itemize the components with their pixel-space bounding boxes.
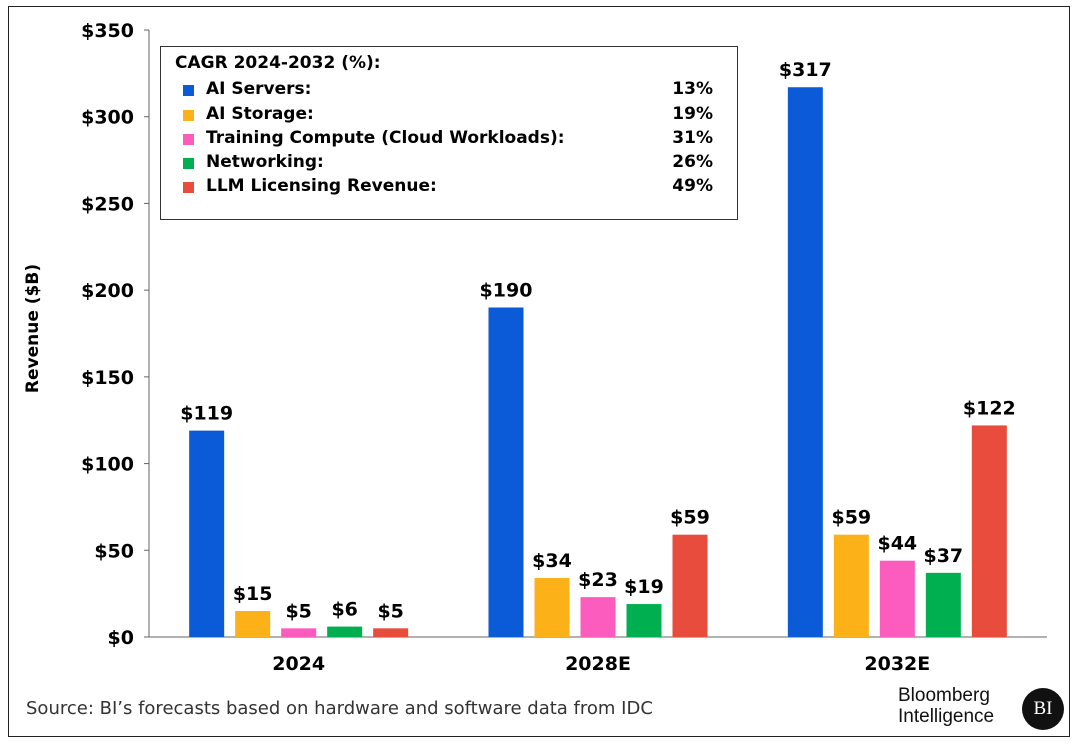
legend-label: AI Servers:	[206, 79, 312, 99]
y-tick-label: $250	[81, 193, 134, 215]
y-tick-label: $50	[94, 540, 134, 562]
legend-title: CAGR 2024-2032 (%):	[175, 53, 381, 73]
data-label: $5	[377, 600, 403, 622]
data-label: $44	[877, 533, 917, 555]
bar	[787, 87, 823, 637]
legend-value: 49%	[672, 176, 713, 196]
legend-label: Networking:	[206, 152, 324, 172]
cagr-legend: CAGR 2024-2032 (%): AI Servers: 13% AI S…	[160, 46, 738, 220]
y-tick-label: $350	[81, 20, 134, 42]
legend-swatch-ai-servers	[183, 85, 194, 96]
y-tick-label: $100	[81, 454, 134, 476]
bar	[327, 626, 363, 637]
legend-item-training-compute: Training Compute (Cloud Workloads): 31%	[183, 128, 713, 152]
bar	[879, 560, 915, 637]
data-label: $119	[180, 403, 233, 425]
legend-label: LLM Licensing Revenue:	[206, 176, 437, 196]
y-tick-label: $200	[81, 280, 134, 302]
bi-logo-icon: BI	[1022, 688, 1064, 730]
legend-label: Training Compute (Cloud Workloads):	[206, 128, 565, 148]
legend-value: 26%	[672, 152, 713, 172]
bar	[488, 307, 524, 637]
brand-line-1: Bloomberg	[898, 685, 990, 706]
y-axis-title: Revenue ($B)	[23, 264, 43, 393]
data-label: $5	[285, 600, 311, 622]
data-label: $6	[331, 599, 357, 621]
legend-value: 31%	[672, 128, 713, 148]
legend-item-ai-servers: AI Servers: 13%	[183, 79, 713, 103]
bar	[925, 572, 961, 637]
legend-value: 13%	[672, 79, 713, 99]
bar	[235, 610, 271, 637]
data-label: $34	[532, 550, 572, 572]
data-label: $15	[233, 583, 273, 605]
brand-wordmark: Bloomberg Intelligence	[898, 685, 1018, 727]
data-label: $190	[480, 279, 533, 301]
y-tick-label: $0	[108, 627, 134, 649]
data-label: $23	[578, 569, 618, 591]
legend-swatch-training-compute	[183, 134, 194, 145]
legend-value: 19%	[672, 104, 713, 124]
data-label: $122	[963, 397, 1016, 419]
legend-swatch-ai-storage	[183, 110, 194, 121]
bar	[626, 604, 662, 637]
bar	[534, 578, 570, 637]
legend-item-networking: Networking: 26%	[183, 152, 713, 176]
bar	[833, 534, 869, 637]
x-tick-label: 2024	[272, 653, 325, 675]
bar	[373, 628, 409, 637]
legend-swatch-networking	[183, 158, 194, 169]
legend-swatch-llm-licensing	[183, 182, 194, 193]
bar	[189, 430, 225, 637]
data-label: $317	[779, 59, 832, 81]
data-label: $59	[831, 507, 871, 529]
bar	[672, 534, 708, 637]
y-tick-label: $150	[81, 367, 134, 389]
data-label: $59	[670, 507, 710, 529]
brand-line-2: Intelligence	[898, 706, 995, 727]
data-label: $19	[624, 576, 664, 598]
y-tick-label: $300	[81, 107, 134, 129]
x-tick-label: 2032E	[864, 653, 930, 675]
data-label: $37	[923, 545, 963, 567]
bar	[281, 628, 317, 637]
legend-label: AI Storage:	[206, 104, 314, 124]
bar	[580, 597, 616, 637]
legend-item-llm-licensing: LLM Licensing Revenue: 49%	[183, 176, 713, 200]
legend-item-ai-storage: AI Storage: 19%	[183, 104, 713, 128]
x-tick-label: 2028E	[565, 653, 631, 675]
bar	[971, 425, 1007, 637]
source-note: Source: BI’s forecasts based on hardware…	[26, 698, 653, 719]
